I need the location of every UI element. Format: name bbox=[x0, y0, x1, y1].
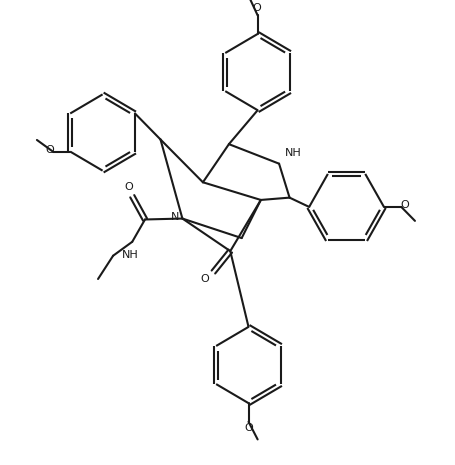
Text: O: O bbox=[399, 200, 408, 210]
Text: NH: NH bbox=[121, 250, 138, 260]
Text: O: O bbox=[45, 145, 54, 155]
Text: O: O bbox=[200, 274, 209, 285]
Text: O: O bbox=[252, 3, 261, 13]
Text: N: N bbox=[170, 212, 178, 222]
Text: O: O bbox=[124, 181, 133, 192]
Text: O: O bbox=[243, 423, 253, 433]
Text: NH: NH bbox=[284, 148, 301, 158]
